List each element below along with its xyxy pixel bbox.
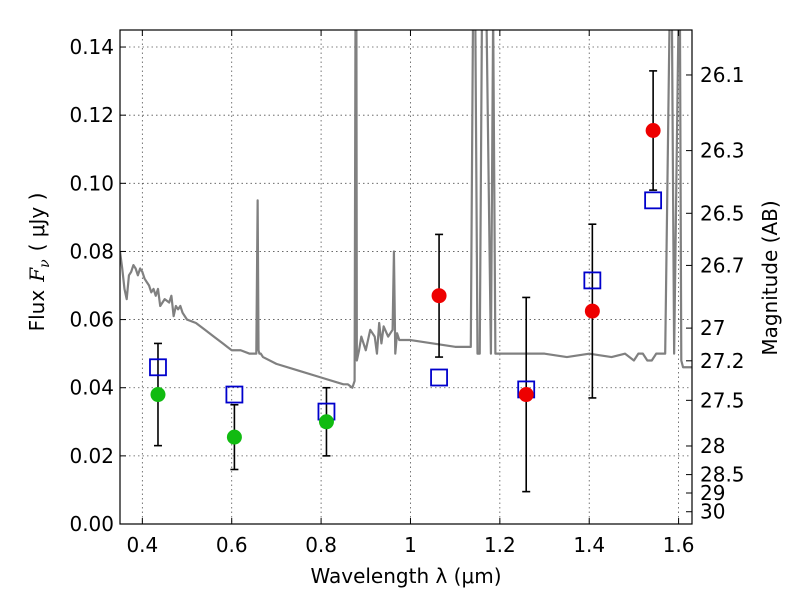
plot-background	[120, 30, 692, 524]
observed-point	[518, 387, 534, 403]
right-tick-label: 27	[700, 316, 725, 340]
model-point	[149, 358, 167, 377]
model-point	[225, 385, 244, 404]
model-point	[583, 271, 602, 290]
spectrum-line	[120, 30, 692, 389]
y-tick-label: 0.06	[69, 308, 114, 332]
right-tick-label: 28	[700, 434, 725, 458]
tick-labels: 0.4 0.6 0.8 1 1.2 1.4 1.6 0.00 0.02 0.04 0.06 0.08 0…	[69, 35, 744, 557]
y-axis-label-left: Flux Fν ( μJy )	[25, 193, 53, 332]
right-tick-label: 29	[700, 481, 725, 505]
x-tick-label: 1.2	[484, 533, 516, 557]
x-tick-label: 0.4	[126, 533, 158, 557]
y-tick-label: 0.00	[69, 512, 114, 536]
y-axis-label-word: Flux	[25, 290, 49, 332]
observed-point	[318, 414, 334, 430]
model-point	[430, 368, 448, 387]
model-point	[644, 191, 663, 210]
spectrum-layer	[120, 30, 692, 389]
right-tick-label: 26.7	[700, 253, 745, 277]
observed-point	[645, 123, 661, 139]
right-tick-label: 26.5	[700, 201, 745, 225]
x-tick-label: 0.6	[216, 533, 248, 557]
right-tick-label: 26.3	[700, 139, 745, 163]
right-tick-label: 30	[700, 500, 725, 524]
observed-point	[226, 429, 242, 445]
x-tick-label: 1	[404, 533, 417, 557]
y-axis-label-subscript: ν	[37, 259, 53, 268]
right-tick-label: 26.1	[700, 63, 745, 87]
x-tick-label: 1.6	[663, 533, 695, 557]
y-axis-label-symbol: F	[25, 267, 49, 283]
y-tick-label: 0.04	[69, 376, 114, 400]
right-tick-label: 27.2	[700, 349, 745, 373]
y-axis-label-unit: ( μJy )	[25, 193, 49, 252]
y-tick-label: 0.12	[69, 103, 114, 127]
y-tick-label: 0.10	[69, 171, 114, 195]
observed-points-layer	[150, 123, 661, 445]
observed-point	[431, 288, 447, 304]
observed-point	[150, 387, 166, 403]
ticks	[120, 30, 692, 525]
right-tick-label: 27.5	[700, 388, 745, 412]
y-tick-label: 0.02	[69, 444, 114, 468]
x-tick-label: 0.8	[305, 533, 337, 557]
y-axis-label-right: Magnitude (AB)	[758, 200, 782, 355]
observed-point	[584, 303, 600, 319]
plot-frame	[119, 29, 693, 525]
y-tick-label: 0.14	[69, 35, 114, 59]
y-tick-label: 0.08	[69, 239, 114, 263]
x-tick-label: 1.4	[573, 533, 605, 557]
right-tick-label: 28.5	[700, 463, 745, 487]
x-axis-label: Wavelength λ (μm)	[310, 564, 501, 588]
